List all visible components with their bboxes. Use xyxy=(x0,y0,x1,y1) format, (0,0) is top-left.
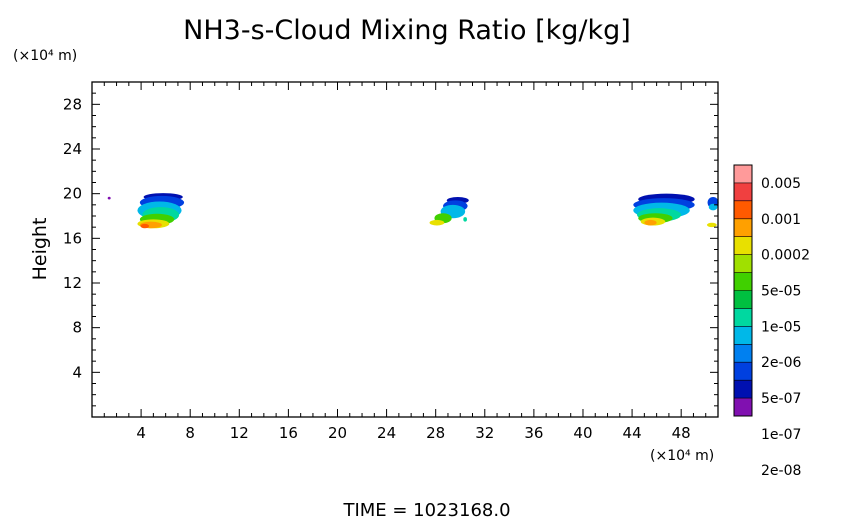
colorbar-swatch xyxy=(734,380,752,399)
cloud-3-edge-core xyxy=(708,203,718,211)
colorbar-swatch xyxy=(734,200,752,220)
colorbar-label: 1e-07 xyxy=(761,427,801,443)
x-tick-label: 44 xyxy=(623,424,642,442)
y-axis-unit: (×10⁴ m) xyxy=(13,48,77,64)
y-tick-label: 4 xyxy=(72,363,82,381)
y-axis-label: Height xyxy=(29,218,51,281)
x-tick-labels: 4 8 12 16 20 24 28 32 36 40 44 48 xyxy=(136,424,690,442)
colorbar-labels: 0.005 0.001 0.0002 5e-05 1e-05 2e-06 5e-07 1e-0… xyxy=(761,176,810,479)
y-tick-label: 12 xyxy=(63,274,82,292)
x-tick-label: 40 xyxy=(573,424,592,442)
colorbar xyxy=(733,164,753,417)
colorbar-swatch xyxy=(734,362,752,381)
colorbar-swatch xyxy=(734,254,752,273)
plot-frame xyxy=(91,81,719,418)
x-tick-label: 16 xyxy=(279,424,298,442)
colorbar-label: 2e-08 xyxy=(761,463,801,479)
x-tick-label: 36 xyxy=(524,424,543,442)
colorbar-swatch xyxy=(734,272,752,291)
colorbar-swatch xyxy=(734,182,752,202)
cloud-1-fragment xyxy=(107,196,111,200)
cloud-2-fragment xyxy=(463,217,467,222)
colorbar-label: 2e-06 xyxy=(761,355,801,371)
colorbar-swatch xyxy=(734,290,752,309)
cloud-3-edge-base xyxy=(706,222,717,228)
colorbar-swatch xyxy=(734,218,752,238)
colorbar-label: 0.0002 xyxy=(761,248,810,264)
chart-title: NH3-s-Cloud Mixing Ratio [kg/kg] xyxy=(183,15,631,46)
x-tick-label: 48 xyxy=(672,424,691,442)
cloud-regions xyxy=(107,193,719,229)
colorbar-swatch xyxy=(734,326,752,345)
cloud-3-peak xyxy=(644,219,657,226)
x-axis-unit: (×10⁴ m) xyxy=(650,448,714,464)
x-tick-label: 20 xyxy=(328,424,347,442)
y-tick-label: 20 xyxy=(63,185,82,203)
y-tick-label: 28 xyxy=(63,95,82,113)
cloud-2-base xyxy=(429,219,445,226)
colorbar-label: 1e-05 xyxy=(761,319,801,335)
colorbar-swatch xyxy=(734,165,752,184)
colorbar-swatch xyxy=(734,398,752,417)
colorbar-swatch xyxy=(734,236,752,255)
x-tick-label: 32 xyxy=(475,424,494,442)
x-tick-label: 8 xyxy=(185,424,195,442)
x-tick-label: 12 xyxy=(230,424,249,442)
x-tick-label: 28 xyxy=(426,424,445,442)
colorbar-label: 0.005 xyxy=(761,176,801,192)
y-tick-label: 24 xyxy=(63,140,82,158)
x-tick-label: 4 xyxy=(136,424,146,442)
y-tick-labels: 4 8 12 16 20 24 28 xyxy=(63,95,82,381)
axis-ticks xyxy=(92,82,718,417)
cloud-1-hotspot xyxy=(140,223,150,229)
colorbar-label: 0.001 xyxy=(761,212,801,228)
x-tick-label: 24 xyxy=(377,424,396,442)
colorbar-label: 5e-07 xyxy=(761,391,801,407)
colorbar-label: 5e-05 xyxy=(761,284,801,300)
y-tick-label: 16 xyxy=(63,229,82,247)
time-label: TIME = 1023168.0 xyxy=(342,500,510,519)
y-tick-label: 8 xyxy=(72,319,82,337)
colorbar-swatch xyxy=(734,308,752,327)
colorbar-swatch xyxy=(734,344,752,363)
